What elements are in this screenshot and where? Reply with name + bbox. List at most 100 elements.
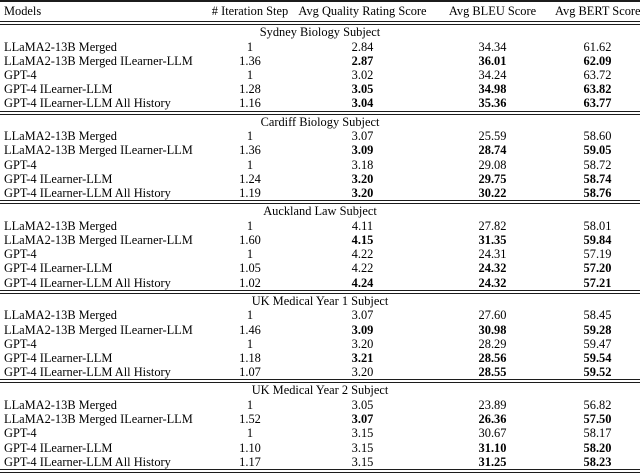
bleu-score-cell: 28.56 [478,351,507,366]
model-name-cell: LLaMA2-13B Merged [4,218,117,233]
iteration-step-cell: 1.18 [239,351,261,366]
quality-score-cell: 3.07 [351,129,374,144]
model-name-cell: GPT-4 ILearner-LLM All History [4,275,171,290]
bert-score-cell: 63.72 [583,68,612,82]
quality-score-cell: 3.18 [351,157,374,172]
model-name-cell: LLaMA2-13B Merged [4,39,117,54]
bert-score-cell: 58.45 [583,308,612,323]
bleu-score-cell: 31.35 [478,233,507,248]
quality-score-cell: 4.11 [351,218,374,233]
iteration-step-cell: 1 [246,218,254,233]
iteration-step-cell: 1.05 [239,261,261,276]
model-name-cell: GPT-4 ILearner-LLM [4,351,113,366]
bert-score-cell: 61.62 [583,39,612,54]
table-row: LLaMA2-13B Merged ILearner-LLM 1.36 3.09 28… [0,143,640,157]
model-name-cell: GPT-4 [4,157,37,172]
quality-score-cell: 3.15 [351,454,374,469]
bleu-score-cell: 29.75 [478,171,507,186]
bert-score-cell: 59.52 [583,365,612,380]
model-name-cell: GPT-4 ILearner-LLM [4,261,113,276]
model-name-cell: LLaMA2-13B Merged ILearner-LLM [4,143,193,158]
bleu-score-cell: 24.32 [478,275,507,290]
table-row: LLaMA2-13B Merged ILearner-LLM 1.36 2.87 36… [0,54,640,68]
column-header-bleu-score: Avg BLEU Score [448,4,537,18]
model-name-cell: LLaMA2-13B Merged ILearner-LLM [4,233,193,248]
iteration-step-cell: 1 [246,157,254,172]
table-row: GPT-4 ILearner-LLM All History 1.16 3.04 35… [0,96,640,112]
table-header: Models # Iteration Step Avg Quality Rati… [0,1,640,23]
bert-score-cell: 58.01 [583,218,612,233]
iteration-step-cell: 1.28 [239,82,261,97]
table-row: GPT-4 1 3.02 34.24 63.72 [0,68,640,82]
iteration-step-cell: 1.60 [239,233,261,248]
iteration-step-cell: 1 [246,398,254,413]
quality-score-cell: 3.09 [351,143,374,158]
model-name-cell: GPT-4 ILearner-LLM [4,82,113,97]
iteration-step-cell: 1 [246,308,254,323]
quality-score-cell: 4.22 [351,247,374,262]
bleu-score-cell: 28.29 [478,336,507,351]
bleu-score-cell: 27.82 [478,218,507,233]
quality-score-cell: 3.02 [351,68,374,82]
table-row: GPT-4 ILearner-LLM All History 1.19 3.20 30… [0,186,640,202]
quality-score-cell: 3.15 [351,440,374,455]
iteration-step-cell: 1 [246,39,254,54]
iteration-step-cell: 1 [246,68,254,82]
section-title-row: UK Medical Year 1 Subject [0,291,640,309]
quality-score-cell: 3.20 [351,365,374,380]
section-title: Auckland Law Subject [263,204,377,219]
column-header-iteration-step: # Iteration Step [211,4,289,18]
model-name-cell: GPT-4 ILearner-LLM All History [4,96,171,111]
section-title: Sydney Biology Subject [259,25,381,39]
column-header-quality-score: Avg Quality Rating Score [298,4,427,18]
model-name-cell: GPT-4 ILearner-LLM [4,440,113,455]
table-row: GPT-4 ILearner-LLM All History 1.02 4.24 24… [0,276,640,292]
iteration-step-cell: 1.36 [239,143,261,158]
table-row: GPT-4 ILearner-LLM All History 1.07 3.20 28… [0,365,640,381]
section-title-row: Auckland Law Subject [0,202,640,219]
bleu-score-cell: 30.98 [478,322,507,337]
bert-score-cell: 58.72 [583,157,612,172]
model-name-cell: LLaMA2-13B Merged [4,308,117,323]
model-name-cell: GPT-4 ILearner-LLM [4,171,113,186]
bert-score-cell: 59.84 [583,233,612,248]
bleu-score-cell: 34.24 [478,68,507,82]
table-row: LLaMA2-13B Merged 1 3.05 23.89 56.82 [0,398,640,412]
bert-score-cell: 57.19 [583,247,612,262]
table-row: LLaMA2-13B Merged ILearner-LLM 1.52 3.07 26… [0,412,640,426]
quality-score-cell: 3.07 [351,412,374,427]
table-row: GPT-4 ILearner-LLM 1.05 4.22 24.32 57.20 [0,261,640,275]
quality-score-cell: 3.20 [351,171,374,186]
model-name-cell: LLaMA2-13B Merged ILearner-LLM [4,53,193,68]
section-title: UK Medical Year 2 Subject [251,383,389,398]
table-row: GPT-4 ILearner-LLM 1.28 3.05 34.98 63.82 [0,82,640,96]
bleu-score-cell: 26.36 [478,412,507,427]
bert-score-cell: 58.17 [583,426,612,441]
bert-score-cell: 57.21 [583,275,612,290]
section-title-row: UK Medical Year 2 Subject [0,381,640,398]
iteration-step-cell: 1.17 [239,454,261,469]
table-row: GPT-4 1 3.20 28.29 59.47 [0,337,640,351]
bleu-score-cell: 35.36 [478,96,507,111]
quality-score-cell: 3.20 [351,336,374,351]
table-row: LLaMA2-13B Merged 1 3.07 25.59 58.60 [0,129,640,143]
quality-score-cell: 3.20 [351,186,374,201]
quality-score-cell: 4.15 [351,233,374,248]
column-header-models: Models [4,4,42,18]
bert-score-cell: 63.77 [583,96,612,111]
bleu-score-cell: 24.31 [478,247,507,262]
bleu-score-cell: 34.98 [478,82,507,97]
table-row: GPT-4 1 3.15 30.67 58.17 [0,426,640,440]
table-row: LLaMA2-13B Merged 1 3.07 27.60 58.45 [0,308,640,322]
bleu-score-cell: 24.32 [478,261,507,276]
iteration-step-cell: 1.24 [239,171,261,186]
iteration-step-cell: 1.36 [239,53,261,68]
model-name-cell: LLaMA2-13B Merged ILearner-LLM [4,412,193,427]
quality-score-cell: 3.07 [351,308,374,323]
bleu-score-cell: 29.08 [478,157,507,172]
table-row: GPT-4 ILearner-LLM All History 1.17 3.15 31… [0,455,640,471]
section-title-row: Sydney Biology Subject [0,23,640,40]
quality-score-cell: 3.15 [351,426,374,441]
quality-score-cell: 3.05 [351,82,374,97]
